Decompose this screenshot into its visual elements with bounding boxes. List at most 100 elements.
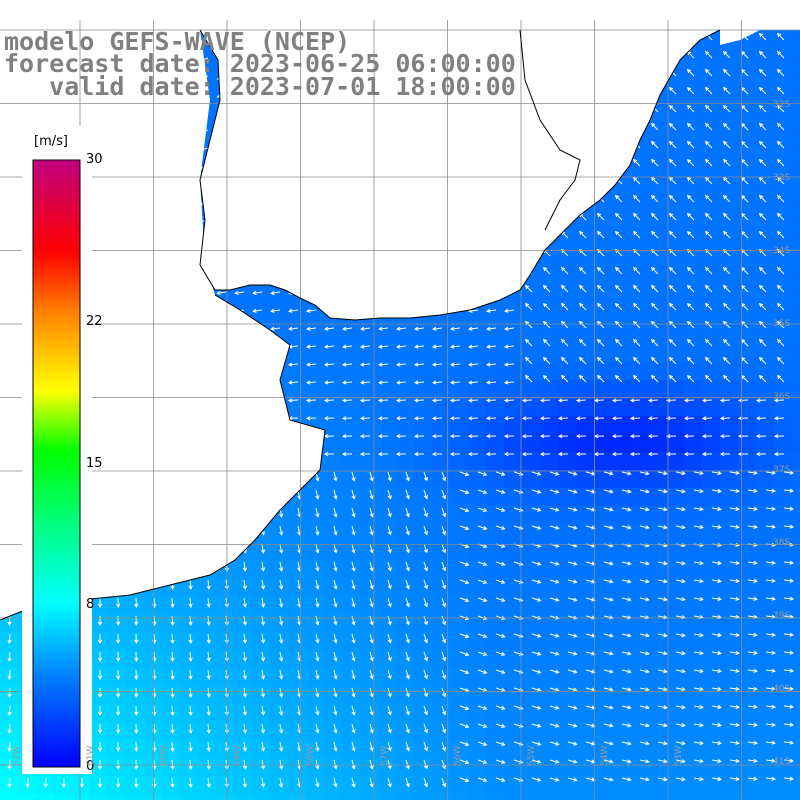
speed-cell bbox=[756, 578, 775, 597]
wind-arrow bbox=[549, 561, 560, 566]
speed-cell bbox=[720, 488, 739, 507]
wind-arrow bbox=[315, 525, 320, 536]
speed-cell bbox=[792, 146, 800, 165]
wind-arrow bbox=[188, 633, 193, 644]
speed-cell bbox=[558, 362, 577, 381]
wind-arrow bbox=[242, 633, 248, 644]
wind-arrow bbox=[242, 669, 248, 680]
speed-cell bbox=[576, 290, 595, 309]
speed-cell bbox=[666, 614, 685, 633]
speed-cell bbox=[522, 632, 541, 651]
wind-arrow bbox=[206, 633, 211, 644]
wind-arrow bbox=[596, 212, 605, 221]
wind-arrow bbox=[765, 470, 776, 475]
speed-cell bbox=[342, 704, 361, 723]
speed-cell bbox=[432, 704, 451, 723]
speed-cell bbox=[288, 560, 307, 579]
wind-arrow bbox=[423, 723, 428, 734]
wind-arrow bbox=[441, 777, 447, 788]
wind-arrow bbox=[603, 471, 614, 476]
wind-arrow bbox=[387, 705, 392, 716]
speed-cell bbox=[414, 722, 433, 741]
wind-arrow bbox=[7, 651, 12, 663]
wind-arrow bbox=[711, 740, 722, 746]
speed-cell bbox=[594, 506, 613, 525]
wind-arrow bbox=[441, 633, 447, 644]
wind-arrow bbox=[431, 451, 443, 457]
speed-cell bbox=[486, 578, 505, 597]
wind-arrow bbox=[432, 344, 443, 349]
wind-arrow bbox=[413, 434, 425, 439]
speed-cell bbox=[666, 704, 685, 723]
speed-cell bbox=[684, 182, 703, 201]
wind-arrow bbox=[603, 723, 614, 728]
wind-arrow bbox=[711, 470, 722, 476]
wind-arrow bbox=[722, 158, 731, 167]
wind-arrow bbox=[650, 356, 659, 365]
speed-cell bbox=[288, 524, 307, 543]
speed-cell bbox=[306, 596, 325, 615]
wind-arrow bbox=[747, 632, 758, 637]
speed-cell bbox=[666, 794, 685, 800]
wind-arrow bbox=[279, 741, 284, 752]
speed-cell bbox=[342, 650, 361, 669]
wind-arrow bbox=[351, 687, 356, 698]
speed-cell bbox=[396, 524, 415, 543]
speed-cell bbox=[216, 578, 235, 597]
speed-cell bbox=[792, 740, 800, 759]
wind-arrow bbox=[629, 451, 641, 457]
speed-cell bbox=[306, 758, 325, 777]
speed-cell bbox=[612, 362, 631, 381]
wind-arrow bbox=[650, 176, 659, 185]
speed-cell bbox=[360, 668, 379, 687]
wind-arrow bbox=[611, 398, 623, 403]
wind-arrow bbox=[596, 302, 605, 311]
wind-arrow bbox=[441, 687, 447, 698]
wind-arrow bbox=[315, 579, 320, 590]
speed-cell bbox=[666, 470, 685, 489]
wind-arrow bbox=[578, 374, 587, 383]
wind-arrow bbox=[206, 669, 211, 680]
wind-arrow bbox=[531, 597, 542, 602]
wind-arrow bbox=[758, 32, 767, 41]
speed-cell bbox=[342, 380, 361, 399]
wind-arrow bbox=[560, 284, 569, 293]
speed-cell bbox=[666, 416, 685, 435]
wind-arrow bbox=[693, 687, 704, 692]
wind-arrow bbox=[315, 705, 320, 716]
wind-arrow bbox=[614, 374, 623, 383]
speed-cell bbox=[270, 740, 289, 759]
speed-cell bbox=[684, 506, 703, 525]
speed-cell bbox=[396, 596, 415, 615]
speed-cell bbox=[450, 614, 469, 633]
wind-arrow bbox=[621, 669, 632, 674]
speed-cell bbox=[774, 110, 793, 129]
speed-cell bbox=[666, 398, 685, 417]
wind-arrow bbox=[621, 471, 632, 476]
wind-arrow bbox=[621, 777, 632, 782]
wind-arrow bbox=[773, 416, 785, 421]
wind-arrow bbox=[657, 669, 668, 674]
wind-arrow bbox=[431, 434, 443, 439]
wind-arrow bbox=[414, 326, 425, 331]
wind-arrow bbox=[722, 140, 731, 149]
latitude-label: 40S bbox=[773, 684, 791, 694]
wind-arrow bbox=[441, 741, 447, 752]
wind-arrow bbox=[387, 579, 392, 590]
wind-arrow bbox=[477, 651, 488, 656]
wind-arrow bbox=[531, 561, 542, 566]
wind-arrow bbox=[549, 669, 560, 674]
speed-cell bbox=[630, 686, 649, 705]
speed-cell bbox=[234, 758, 253, 777]
speed-cell bbox=[594, 416, 613, 435]
speed-cell bbox=[648, 524, 667, 543]
speed-cell bbox=[504, 344, 523, 363]
speed-cell bbox=[684, 92, 703, 111]
speed-cell bbox=[630, 722, 649, 741]
speed-cell bbox=[576, 722, 595, 741]
longitude-label: 53W bbox=[673, 745, 684, 766]
speed-cell bbox=[666, 452, 685, 471]
latitude-label: 38S bbox=[773, 538, 791, 548]
speed-cell bbox=[702, 794, 721, 800]
speed-cell bbox=[432, 578, 451, 597]
